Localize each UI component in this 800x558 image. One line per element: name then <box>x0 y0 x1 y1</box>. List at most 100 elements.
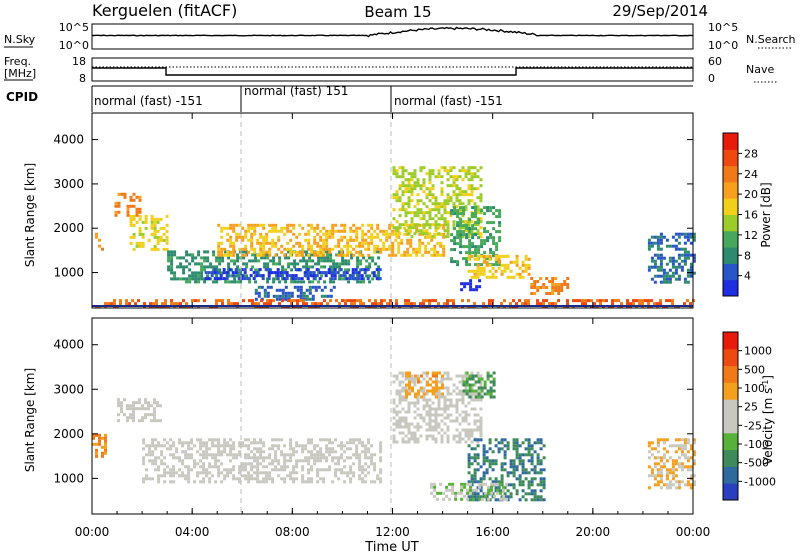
scatter-cell <box>217 250 221 254</box>
scatter-cell <box>274 444 278 448</box>
scatter-cell <box>188 262 192 266</box>
scatter-cell <box>307 241 311 245</box>
scatter-cell <box>239 271 243 275</box>
scatter-cell <box>294 268 298 272</box>
scatter-cell <box>226 471 230 475</box>
scatter-cell <box>454 494 458 498</box>
scatter-cell <box>358 253 362 257</box>
scatter-cell <box>425 299 428 303</box>
scatter-cell <box>498 236 502 240</box>
scatter-cell <box>668 471 672 475</box>
scatter-cell <box>156 220 160 224</box>
scatter-cell <box>437 208 441 212</box>
scatter-cell <box>153 407 156 411</box>
scatter-cell <box>173 277 177 281</box>
scatter-cell <box>310 223 314 227</box>
scatter-cell <box>486 257 490 261</box>
scatter-cell <box>456 224 460 228</box>
scatter-cell <box>95 433 98 437</box>
scatter-cell <box>463 482 467 486</box>
scatter-cell <box>494 480 498 484</box>
scatter-cell <box>172 474 176 478</box>
scatter-cell <box>689 483 693 487</box>
scatter-cell <box>530 489 534 493</box>
scatter-cell <box>473 468 477 472</box>
scatter-cell <box>479 380 483 384</box>
scatter-cell <box>512 474 516 478</box>
scatter-cell <box>153 413 156 417</box>
scatter-cell <box>406 238 410 242</box>
scatter-cell <box>443 211 447 215</box>
scatter-cell <box>656 438 660 442</box>
scatter-cell <box>527 483 531 487</box>
scatter-cell <box>232 223 236 227</box>
scatter-cell <box>229 444 233 448</box>
scatter-cell <box>473 269 477 273</box>
scatter-cell <box>238 232 242 236</box>
scatter-cell <box>407 422 411 426</box>
scatter-cell <box>499 482 503 486</box>
scatter-cell <box>466 497 470 501</box>
scatter-cell <box>388 223 392 227</box>
scatter-cell <box>295 441 299 445</box>
scatter-cell <box>467 193 471 197</box>
scatter-cell <box>117 413 120 417</box>
scatter-cell <box>412 250 416 254</box>
scatter-cell <box>352 453 356 457</box>
scatter-cell <box>191 259 195 263</box>
scatter-cell <box>290 268 294 272</box>
scatter-cell <box>211 453 215 457</box>
scatter-cell <box>665 238 669 242</box>
scatter-cell <box>551 280 555 283</box>
scatter-cell <box>461 193 465 197</box>
scatter-cell <box>372 274 376 278</box>
scatter-cell <box>398 398 402 402</box>
scatter-cell <box>408 389 411 393</box>
scatter-cell <box>481 497 485 501</box>
scatter-cell <box>367 447 371 451</box>
scatter-cell <box>638 299 641 303</box>
scatter-cell <box>449 175 453 179</box>
scatter-cell <box>674 238 678 242</box>
scatter-cell <box>148 477 152 481</box>
scatter-cell <box>123 195 127 199</box>
scatter-cell <box>413 437 417 441</box>
scatter-cell <box>486 392 490 396</box>
scatter-cell <box>452 299 455 303</box>
scatter-cell <box>401 172 405 176</box>
scatter-cell <box>461 410 465 414</box>
x-tick-label: 12:00 <box>375 525 410 539</box>
scatter-cell <box>329 294 333 298</box>
scatter-cell <box>539 459 543 463</box>
scatter-cell <box>322 480 326 484</box>
scatter-cell <box>424 250 428 254</box>
scatter-cell <box>271 480 275 484</box>
scatter-cell <box>278 302 281 306</box>
scatter-cell <box>407 232 411 236</box>
scatter-cell <box>319 235 323 239</box>
scatter-cell <box>126 419 129 423</box>
scatter-cell <box>659 486 663 490</box>
scatter-cell <box>253 456 257 460</box>
scatter-cell <box>419 380 423 384</box>
scatter-cell <box>477 386 481 390</box>
scatter-cell <box>194 299 197 303</box>
scatter-cell <box>464 193 468 197</box>
scatter-cell <box>254 280 258 284</box>
scatter-cell <box>301 480 305 484</box>
scatter-cell <box>431 196 435 200</box>
scatter-cell <box>135 213 139 217</box>
scatter-cell <box>469 282 473 286</box>
scatter-cell <box>225 271 229 275</box>
scatter-cell <box>659 247 663 251</box>
scatter-cell <box>404 434 408 438</box>
scatter-cell <box>253 477 257 481</box>
scatter-cell <box>194 274 198 278</box>
scatter-cell <box>267 268 271 272</box>
scatter-cell <box>277 438 281 442</box>
scatter-cell <box>245 262 249 266</box>
scatter-cell <box>409 238 413 242</box>
scatter-cell <box>413 302 416 306</box>
scatter-cell <box>284 280 288 284</box>
